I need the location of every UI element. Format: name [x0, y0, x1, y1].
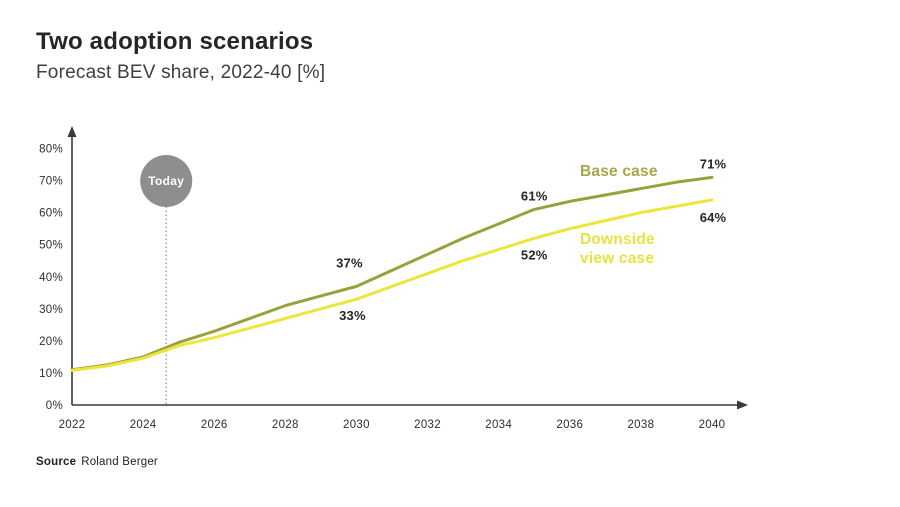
series-line-downside [70, 198, 714, 372]
y-axis-arrow-icon [67, 126, 77, 137]
x-tick-label: 2036 [556, 419, 583, 431]
y-tick-label: 60% [39, 208, 63, 220]
x-tick-label: 2032 [414, 419, 441, 431]
y-tick-label: 10% [39, 368, 63, 380]
x-tick-label: 2040 [699, 419, 726, 431]
series-name-base: Base case [580, 163, 658, 180]
value-label-base-2030: 37% [336, 255, 363, 270]
value-label-downside-2040: 64% [700, 210, 727, 225]
x-tick-label: 2024 [130, 419, 157, 431]
y-tick-label: 50% [39, 240, 63, 252]
x-tick-label: 2026 [201, 419, 228, 431]
series-name-downside: Downside [580, 231, 655, 248]
x-tick-label: 2030 [343, 419, 370, 431]
source-label: Source [36, 456, 77, 468]
y-tick-label: 40% [39, 272, 63, 284]
value-label-downside-2035: 52% [521, 247, 548, 262]
y-tick-label: 30% [39, 304, 63, 316]
today-marker-label: Today [148, 174, 184, 188]
source-note: Source Roland Berger [36, 456, 158, 468]
value-label-downside-2030: 33% [339, 308, 366, 323]
page-title: Two adoption scenarios [36, 28, 314, 55]
x-tick-label: 2022 [59, 419, 86, 431]
y-tick-label: 70% [39, 176, 63, 188]
x-axis-arrow-icon [737, 400, 748, 410]
source-value: Roland Berger [81, 456, 158, 468]
value-label-base-2040: 71% [700, 156, 727, 171]
series-name-downside: view case [580, 250, 654, 267]
y-tick-label: 80% [39, 144, 63, 156]
page-subtitle: Forecast BEV share, 2022-40 [%] [36, 62, 326, 83]
x-tick-label: 2028 [272, 419, 299, 431]
x-tick-label: 2038 [627, 419, 654, 431]
series-line-base [70, 175, 714, 372]
y-tick-label: 0% [46, 400, 63, 412]
today-marker [140, 155, 193, 207]
y-tick-label: 20% [39, 336, 63, 348]
value-label-base-2035: 61% [521, 188, 548, 203]
x-tick-label: 2034 [485, 419, 512, 431]
